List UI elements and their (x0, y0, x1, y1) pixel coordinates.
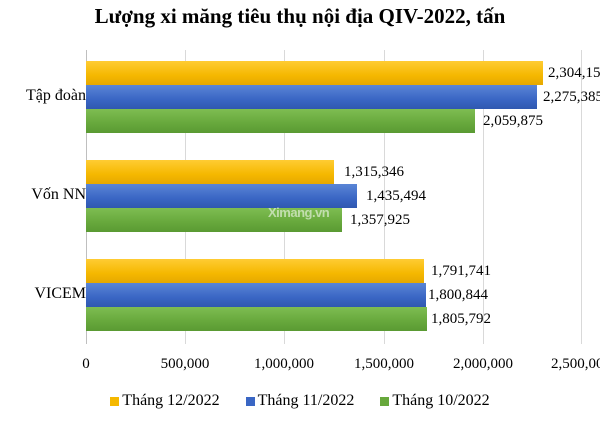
watermark: Ximang.vn (268, 205, 330, 220)
gridline (483, 50, 484, 344)
gridline (581, 50, 582, 344)
chart-title: Lượng xi măng tiêu thụ nội địa QIV-2022,… (94, 4, 506, 28)
value-label: 1,800,844 (428, 287, 488, 303)
x-tick-label: 1,500,000 (354, 356, 414, 372)
legend-item-thang10: Tháng 10/2022 (380, 392, 490, 410)
category-label-vonnn: Vốn NN (31, 186, 86, 203)
x-tick-label: 2,500,000 (551, 356, 600, 372)
category-label-vicem: VICEM (34, 285, 86, 302)
x-tick-label: 0 (82, 356, 90, 372)
bar-vonnn-thang10 (86, 208, 342, 232)
bar-tapdoan-thang10 (86, 109, 475, 133)
legend: Tháng 12/2022 Tháng 11/2022 Tháng 10/202… (0, 392, 600, 410)
legend-item-thang11: Tháng 11/2022 (245, 392, 355, 410)
legend-label: Tháng 10/2022 (392, 392, 490, 409)
bar-vicem-thang11 (86, 283, 426, 307)
value-label: 2,275,385 (543, 89, 600, 105)
value-label: 1,435,494 (366, 188, 426, 204)
x-tick-label: 2,000,000 (453, 356, 513, 372)
plot-area: 2,304,154 2,275,385 2,059,875 1,315,346 … (86, 50, 600, 344)
value-label: 1,791,741 (431, 263, 491, 279)
legend-swatch-icon (245, 396, 255, 406)
value-label: 2,059,875 (483, 113, 543, 129)
legend-label: Tháng 11/2022 (257, 392, 355, 409)
bar-vonnn-thang11 (86, 184, 357, 208)
bar-vonnn-thang12 (86, 160, 334, 184)
value-label: 1,315,346 (344, 164, 404, 180)
value-label: 1,805,792 (431, 311, 491, 327)
x-tick-label: 1,000,000 (254, 356, 314, 372)
gridline (384, 50, 385, 344)
legend-label: Tháng 12/2022 (122, 392, 220, 409)
legend-swatch-icon (380, 396, 390, 406)
legend-swatch-icon (110, 396, 120, 406)
category-label-tapdoan: Tập đoàn (26, 87, 86, 104)
bar-tapdoan-thang11 (86, 85, 537, 109)
value-label: 1,357,925 (350, 212, 410, 228)
bar-vicem-thang10 (86, 307, 427, 331)
value-label: 2,304,154 (548, 65, 600, 81)
bar-vicem-thang12 (86, 259, 424, 283)
x-tick-label: 500,000 (160, 356, 210, 372)
bar-tapdoan-thang12 (86, 61, 543, 85)
legend-item-thang12: Tháng 12/2022 (110, 392, 220, 410)
